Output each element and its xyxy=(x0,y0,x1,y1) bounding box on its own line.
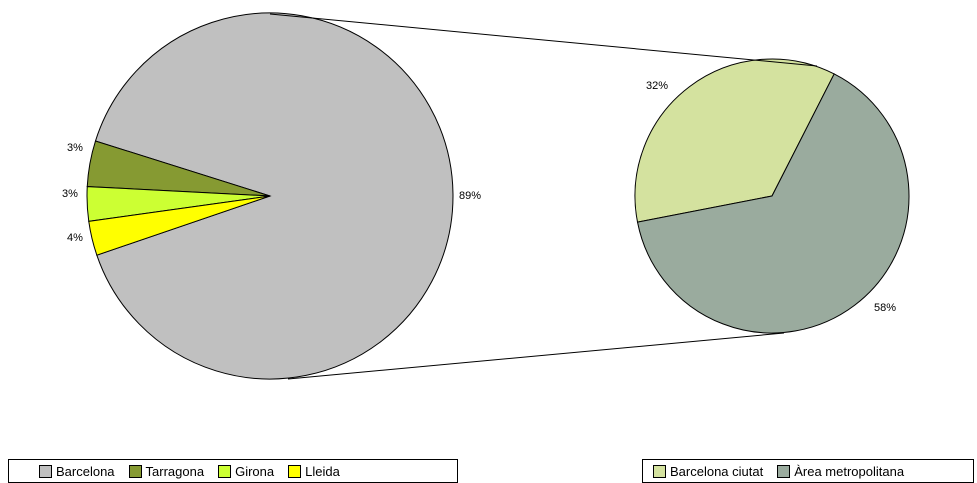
legend-item-barcelona: Barcelona xyxy=(39,464,115,479)
legend-label: Barcelona xyxy=(56,463,115,479)
legend-item-lleida: Lleida xyxy=(288,464,340,479)
detail-pie xyxy=(634,58,910,334)
legend-label: Àrea metropolitana xyxy=(794,463,905,479)
legend-swatch xyxy=(777,464,791,478)
label-area-metropolitana: 58% xyxy=(874,302,896,314)
legend-swatch xyxy=(218,464,232,478)
slice-lleida xyxy=(88,195,271,256)
legend-swatch xyxy=(288,464,302,478)
slice-labels: 89% 4% 3% 3% 32% 58% xyxy=(62,80,896,314)
legend-label: Barcelona ciutat xyxy=(670,463,764,479)
label-girona: 3% xyxy=(62,188,78,200)
connector-line-top xyxy=(269,13,818,67)
legend-label: Lleida xyxy=(305,463,340,479)
legend-label: Tarragona xyxy=(145,463,205,479)
legend-item-barcelona-ciutat: Barcelona ciutat xyxy=(653,464,763,479)
legend-detail: Barcelona ciutat Àrea metropolitana xyxy=(642,459,974,483)
legend-main: Barcelona Tarragona Girona Lleida xyxy=(8,459,458,483)
label-barcelona-ciutat: 32% xyxy=(646,80,668,92)
slice-barcelona-ciutat xyxy=(634,58,835,223)
legend-item-girona: Girona xyxy=(218,464,274,479)
legend-item-area-metropolitana: Àrea metropolitana xyxy=(777,464,904,479)
legend-swatch xyxy=(128,464,142,478)
label-barcelona: 89% xyxy=(459,190,481,202)
connector-line-bottom xyxy=(287,332,785,380)
slice-barcelona xyxy=(94,12,454,380)
legend-item-tarragona: Tarragona xyxy=(128,463,205,479)
legend-swatch xyxy=(653,464,666,478)
label-lleida: 3% xyxy=(67,142,83,154)
main-pie xyxy=(86,12,454,380)
legend-swatch xyxy=(39,464,52,478)
legend-label: Girona xyxy=(235,463,275,479)
label-tarragona: 4% xyxy=(67,232,83,244)
slice-area-metropolitana xyxy=(636,73,910,334)
